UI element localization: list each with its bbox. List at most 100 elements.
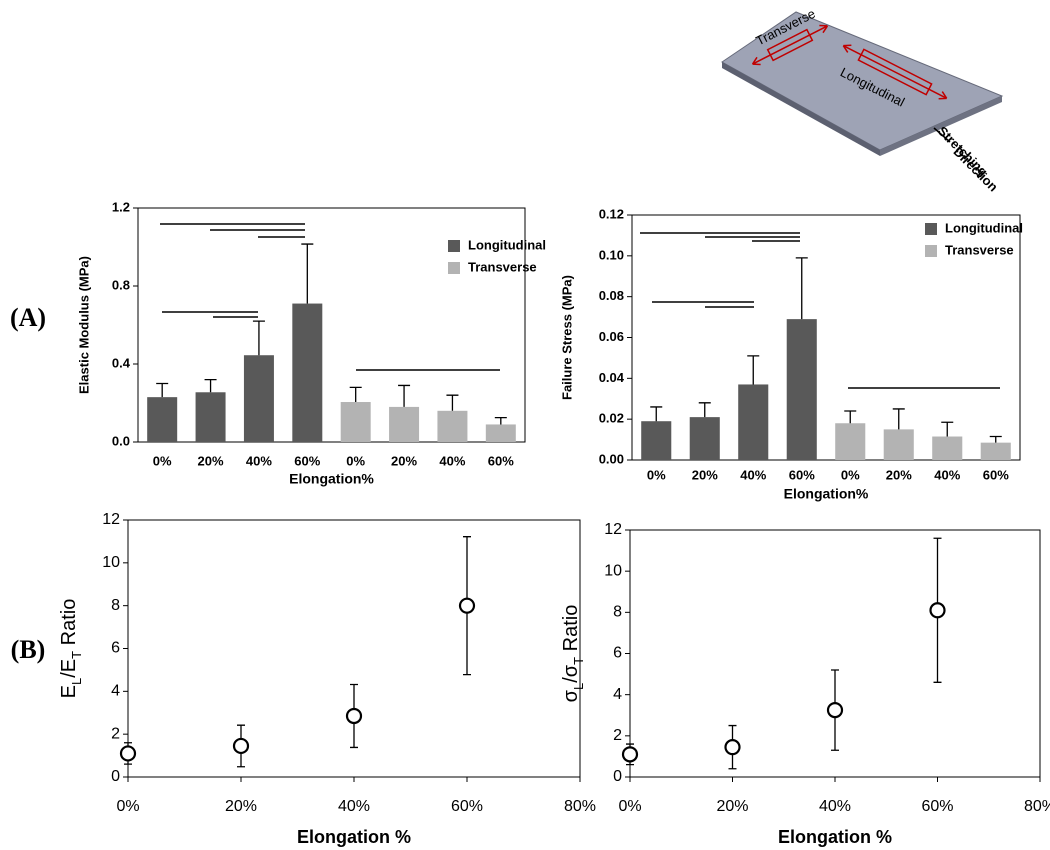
- error-bar: [301, 243, 314, 304]
- y-tick-label: 12: [102, 511, 120, 528]
- error-bar: [349, 386, 362, 403]
- bar: [437, 410, 468, 442]
- y-axis-title-part: E: [58, 685, 80, 698]
- error-bar: [204, 378, 217, 393]
- legend-label: Longitudinal: [468, 237, 546, 252]
- y-tick-label: 0.00: [599, 451, 624, 466]
- legend-label: Longitudinal: [945, 220, 1023, 235]
- error-bar: [989, 435, 1002, 443]
- plot-frame: [137, 207, 526, 443]
- error-bar: [892, 408, 905, 430]
- plate-edge: [722, 62, 880, 156]
- x-tick-label: 60%: [294, 453, 320, 468]
- x-tick-label: 0%: [153, 453, 172, 468]
- bar: [980, 442, 1011, 460]
- error-bar: [398, 384, 411, 407]
- x-tick-label: 20%: [198, 453, 224, 468]
- transverse-arrow: [751, 24, 829, 66]
- y-tick-label: 4: [613, 686, 622, 703]
- y-axis-title-part: L: [571, 683, 586, 690]
- y-axis-title-part: Ratio: [58, 599, 80, 651]
- error-bar: [650, 406, 663, 422]
- x-tick-label: 80%: [1024, 798, 1050, 815]
- x-tick-label: 40%: [338, 798, 370, 815]
- y-tick-label: 8: [613, 604, 622, 621]
- x-tick-label: 0%: [116, 798, 139, 815]
- y-axis-title-part: T: [571, 657, 586, 665]
- bar: [835, 423, 866, 460]
- x-tick-label: 60%: [488, 453, 514, 468]
- bar: [932, 436, 963, 460]
- x-tick-label: 60%: [789, 467, 815, 482]
- y-axis-title-part: /σ: [560, 664, 582, 683]
- y-tick-label: 6: [111, 640, 120, 657]
- y-axis-title: Failure Stress (MPa): [559, 275, 574, 400]
- y-tick-label: 10: [604, 562, 622, 579]
- x-tick-label: 20%: [225, 798, 257, 815]
- x-tick-label: 0%: [841, 467, 860, 482]
- x-tick-label: 40%: [439, 453, 465, 468]
- x-tick-label: 20%: [692, 467, 718, 482]
- x-axis-title: Elongation %: [297, 827, 411, 847]
- bar: [485, 424, 516, 442]
- y-tick-label: 0.06: [599, 329, 624, 344]
- diagram-label: Direction: [951, 144, 1001, 194]
- y-axis-title-part: /E: [58, 659, 80, 678]
- x-tick-label: 60%: [983, 467, 1009, 482]
- x-tick-label: 20%: [886, 467, 912, 482]
- x-tick-label: 40%: [819, 798, 851, 815]
- y-tick-label: 0.4: [112, 355, 131, 370]
- legend-label: Transverse: [468, 259, 537, 274]
- y-tick-label: 10: [102, 554, 120, 571]
- y-tick-label: 0: [111, 768, 120, 785]
- panel-label: (B): [11, 635, 46, 664]
- longitudinal-arrow: [842, 44, 948, 100]
- y-tick-label: 6: [613, 645, 622, 662]
- y-axis-title-part: Ratio: [560, 605, 582, 657]
- x-tick-label: 0%: [618, 798, 641, 815]
- bar: [243, 355, 274, 442]
- bar: [689, 417, 720, 460]
- x-axis-title: Elongation%: [784, 486, 869, 502]
- error-bar: [252, 320, 265, 356]
- y-tick-label: 0: [613, 768, 622, 785]
- bar: [147, 397, 178, 442]
- legend-swatch: [448, 262, 460, 274]
- error-bar: [446, 394, 459, 411]
- bar: [786, 319, 817, 460]
- x-tick-label: 0%: [346, 453, 365, 468]
- point: [119, 745, 137, 762]
- x-axis-title: Elongation %: [778, 827, 892, 847]
- y-tick-label: 4: [111, 683, 120, 700]
- x-axis-title: Elongation%: [289, 471, 374, 487]
- error-bar: [844, 410, 857, 424]
- diagram: Transverse Longitudinal Stretching Direc…: [721, 6, 1004, 195]
- error-bar: [698, 402, 711, 418]
- y-tick-label: 0.02: [599, 411, 624, 426]
- y-tick-label: 0.08: [599, 288, 624, 303]
- point: [724, 739, 741, 756]
- y-tick-label: 12: [604, 521, 622, 538]
- legend-swatch: [925, 223, 937, 235]
- y-tick-label: 0.10: [599, 247, 624, 262]
- x-tick-label: 40%: [934, 467, 960, 482]
- x-tick-label: 60%: [921, 798, 953, 815]
- x-tick-label: 40%: [246, 453, 272, 468]
- y-axis-title: σL/σT Ratio: [560, 605, 586, 703]
- y-axis-title: Elastic Modulus (MPa): [76, 256, 91, 394]
- y-tick-label: 8: [111, 597, 120, 614]
- legend-swatch: [925, 245, 937, 257]
- error-bar: [795, 257, 808, 320]
- bar: [292, 303, 323, 442]
- y-tick-label: 0.0: [112, 433, 130, 448]
- point: [458, 597, 476, 614]
- y-axis-title-part: L: [69, 678, 84, 685]
- bar: [641, 421, 672, 460]
- bar: [389, 406, 420, 442]
- point: [929, 602, 946, 619]
- panel-label: (A): [10, 303, 46, 332]
- error-bar: [941, 421, 954, 437]
- x-tick-label: 60%: [451, 798, 483, 815]
- point: [621, 746, 639, 763]
